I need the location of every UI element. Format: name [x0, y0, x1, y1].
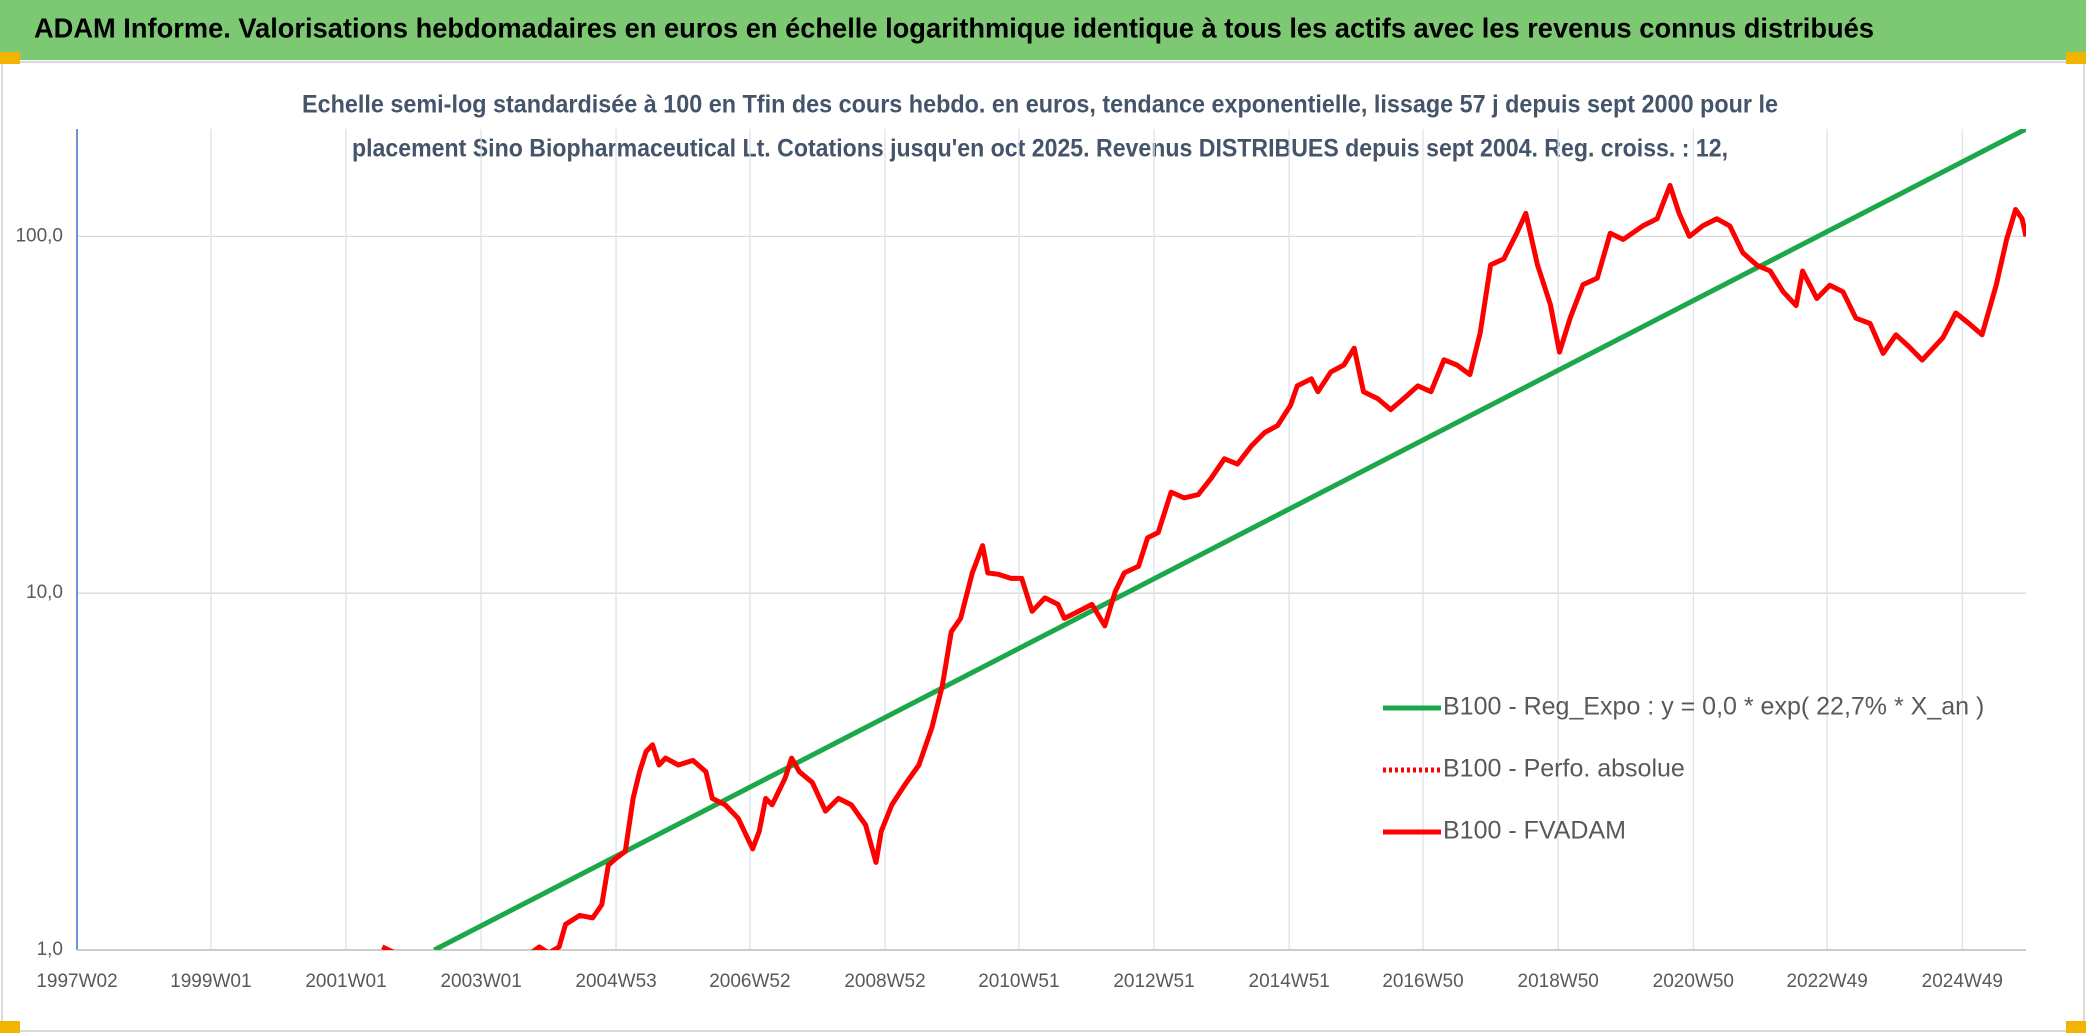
title-bar — [0, 0, 2086, 60]
y-tick-label: 10,0 — [26, 582, 63, 603]
legend-label: B100 - Reg_Expo : y = 0,0 * exp( 22,7% *… — [1443, 693, 1984, 721]
x-tick-label: 2018W50 — [1518, 971, 1599, 992]
legend-label: B100 - FVADAM — [1443, 817, 1626, 845]
x-tick-label: 2008W52 — [844, 971, 925, 992]
x-tick-label: 2003W01 — [440, 971, 521, 992]
chart-subtitle: Echelle semi-log standardisée à 100 en T… — [302, 91, 1778, 119]
x-tick-label: 1997W02 — [36, 971, 117, 992]
corner-mark — [0, 1021, 20, 1033]
x-tick-label: 2004W53 — [575, 971, 656, 992]
plot-area — [381, 129, 2026, 950]
x-tick-label: 2006W52 — [709, 971, 790, 992]
y-tick-label: 100,0 — [15, 225, 63, 246]
x-tick-label: 2001W01 — [305, 971, 386, 992]
corner-mark — [0, 52, 20, 64]
y-tick-label: 1,0 — [37, 939, 63, 960]
x-tick-label: 1999W01 — [170, 971, 251, 992]
chart-title: ADAM Informe. Valorisations hebdomadaire… — [34, 12, 1874, 43]
x-tick-label: 2012W51 — [1113, 971, 1194, 992]
x-tick-label: 2014W51 — [1249, 971, 1330, 992]
x-tick-label: 2010W51 — [978, 971, 1059, 992]
x-tick-label: 2020W50 — [1653, 971, 1734, 992]
chart-subtitle: placement Sino Biopharmaceutical Lt. Cot… — [352, 135, 1728, 163]
chart-frame — [1, 61, 2085, 1032]
x-tick-label: 2022W49 — [1786, 971, 1867, 992]
corner-mark — [2066, 52, 2086, 64]
legend-label: B100 - Perfo. absolue — [1443, 755, 1685, 783]
x-tick-label: 2016W50 — [1382, 971, 1463, 992]
x-tick-label: 2024W49 — [1922, 971, 2003, 992]
series-line — [381, 182, 2026, 950]
corner-mark — [2066, 1021, 2086, 1033]
